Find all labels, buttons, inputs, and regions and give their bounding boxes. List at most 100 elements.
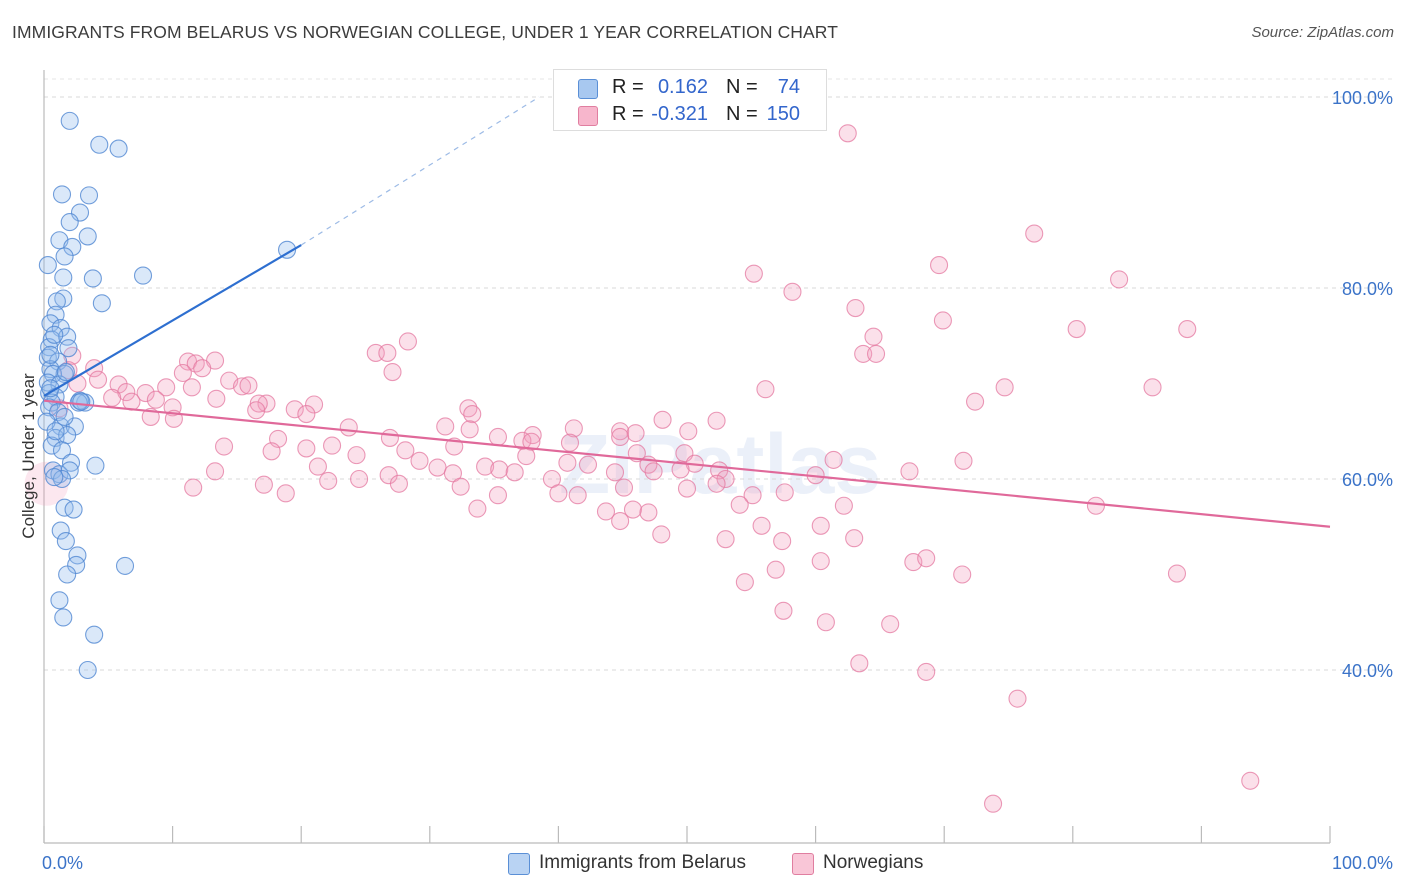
belarus-point	[54, 268, 73, 287]
norwegians-point	[881, 615, 900, 634]
belarus-point	[52, 469, 72, 489]
norwegians-point	[339, 418, 358, 437]
r-label: R =	[612, 103, 644, 125]
legend-label-norwegians: Norwegians	[823, 852, 924, 873]
belarus-point	[58, 565, 77, 584]
norwegians-point	[677, 479, 697, 498]
norwegians-point	[866, 344, 886, 363]
belarus-point	[50, 591, 69, 610]
y-axis-title: College, Under 1 year	[19, 373, 38, 539]
norwegians-point	[103, 388, 122, 407]
norwegians-point	[136, 383, 155, 403]
belarus-point	[92, 294, 111, 313]
norwegians-point	[389, 474, 408, 493]
legend-label-belarus: Immigrants from Belarus	[539, 852, 746, 873]
norwegians-point	[463, 405, 482, 424]
norwegians-point	[247, 401, 266, 420]
norwegians-point	[257, 394, 276, 413]
norwegians-point	[756, 380, 775, 399]
norwegians-point	[522, 432, 541, 451]
belarus-point	[38, 256, 57, 275]
r-value: 0.162	[657, 76, 708, 98]
norwegians-point	[623, 500, 643, 519]
norwegians-point	[838, 124, 857, 143]
belarus-point	[60, 213, 79, 232]
belarus-trend-extension	[300, 96, 540, 246]
x-tick-label: 100.0%	[1332, 853, 1393, 873]
belarus-point	[46, 422, 65, 441]
norwegians-point	[560, 433, 580, 452]
belarus-point	[56, 362, 75, 382]
norwegians-point	[954, 451, 973, 470]
norwegians-point	[308, 457, 327, 476]
legend-swatch-belarus	[508, 853, 530, 875]
belarus-point	[46, 305, 65, 324]
norwegians-point	[611, 422, 630, 441]
belarus-point	[68, 546, 87, 565]
r-label: R =	[612, 76, 644, 98]
axis-layer	[43, 70, 1331, 844]
belarus-points	[37, 111, 297, 680]
belarus-point	[109, 139, 128, 158]
norwegians-point	[523, 426, 542, 445]
n-label: N =	[726, 76, 758, 98]
r-value: -0.321	[651, 103, 708, 125]
belarus-point	[72, 392, 91, 411]
norwegians-point	[451, 477, 470, 496]
norwegians-point	[744, 264, 763, 283]
norwegians-point	[1241, 771, 1260, 790]
belarus-point	[79, 186, 99, 205]
norwegians-point	[276, 484, 295, 503]
legend-swatch-norwegians	[578, 106, 598, 126]
belarus-point	[64, 500, 83, 519]
chart-title: IMMIGRANTS FROM BELARUS VS NORWEGIAN COL…	[12, 22, 839, 42]
belarus-point	[54, 608, 73, 627]
norwegians-point	[816, 613, 835, 632]
belarus-point	[55, 407, 74, 426]
norwegians-point	[1086, 496, 1105, 515]
norwegians-point	[468, 499, 487, 518]
norwegians-point	[626, 424, 645, 443]
norwegians-point	[214, 437, 234, 456]
belarus-point	[67, 555, 86, 575]
belarus-point	[52, 441, 72, 460]
norwegians-point	[846, 299, 865, 318]
norwegians-point	[490, 460, 509, 479]
series-legend: Immigrants from Belarus Norwegians	[0, 851, 1406, 877]
norwegians-trend-line	[43, 399, 1331, 528]
norwegians-point	[984, 794, 1003, 813]
belarus-point	[61, 453, 81, 472]
norwegians-point	[184, 478, 203, 497]
norwegians-point	[773, 532, 792, 551]
belarus-point	[55, 247, 74, 266]
belarus-point	[50, 465, 69, 484]
norwegians-point	[232, 377, 252, 396]
source-credit: Source: ZipAtlas.com	[1251, 24, 1394, 41]
norwegians-point	[436, 417, 455, 436]
norwegians-point	[193, 359, 212, 378]
norwegians-point	[513, 431, 532, 450]
belarus-point	[42, 436, 61, 455]
norwegians-point	[614, 478, 634, 497]
norwegians-point	[1008, 689, 1027, 708]
norwegians-point	[735, 573, 754, 592]
norwegians-point	[1167, 564, 1187, 583]
norwegians-point	[730, 495, 749, 514]
norwegians-point	[517, 447, 536, 466]
norwegians-point	[428, 458, 447, 477]
norwegians-point	[811, 516, 830, 535]
belarus-point	[63, 237, 82, 256]
belarus-point	[78, 227, 97, 246]
norwegians-point	[995, 378, 1014, 397]
norwegians-point	[323, 436, 342, 455]
grid-layer	[44, 78, 1392, 671]
norwegians-point	[639, 503, 658, 522]
label-layer: 100.0% 80.0% 60.0% 40.0% 0.0% 100.0% College, …	[19, 88, 1393, 873]
norwegians-point	[205, 462, 225, 481]
norwegians-point	[146, 390, 165, 409]
norwegians-point	[653, 410, 672, 429]
belarus-point	[47, 292, 66, 311]
norwegians-point	[707, 411, 726, 430]
norwegians-point	[774, 601, 793, 620]
